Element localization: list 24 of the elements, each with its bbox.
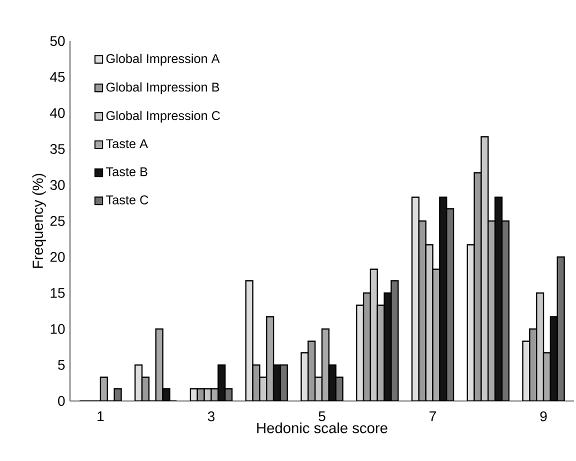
- y-tick-label: 50: [50, 36, 65, 46]
- legend-label: Taste C: [106, 195, 148, 204]
- y-tick-label: 0: [58, 396, 65, 406]
- legend-label: Global Impression B: [106, 82, 220, 94]
- legend-label: Global Impression A: [106, 54, 220, 66]
- x-tick-label: 7: [430, 411, 436, 422]
- y-tick-label: 25: [50, 216, 65, 226]
- y-tick-label: 30: [50, 180, 65, 190]
- y-tick-label: 5: [58, 360, 65, 370]
- legend-label: Taste B: [106, 167, 148, 176]
- y-tick-label: 45: [50, 72, 65, 82]
- y-axis-title: Frequency (%): [32, 174, 46, 268]
- legend-label: Global Impression C: [106, 110, 220, 123]
- legend-label: Taste A: [106, 139, 148, 148]
- y-tick-label: 10: [50, 324, 65, 334]
- y-tick-label: 20: [50, 252, 65, 262]
- y-tick-label: 40: [50, 108, 65, 118]
- x-tick-label: 3: [208, 411, 215, 422]
- x-axis-title: Hedonic scale score: [257, 422, 388, 434]
- x-tick-label: 5: [318, 411, 326, 422]
- y-tick-label: 35: [50, 144, 65, 154]
- y-tick-label: 15: [50, 288, 65, 298]
- x-tick-label: 9: [540, 411, 547, 422]
- x-tick-label: 1: [98, 411, 104, 422]
